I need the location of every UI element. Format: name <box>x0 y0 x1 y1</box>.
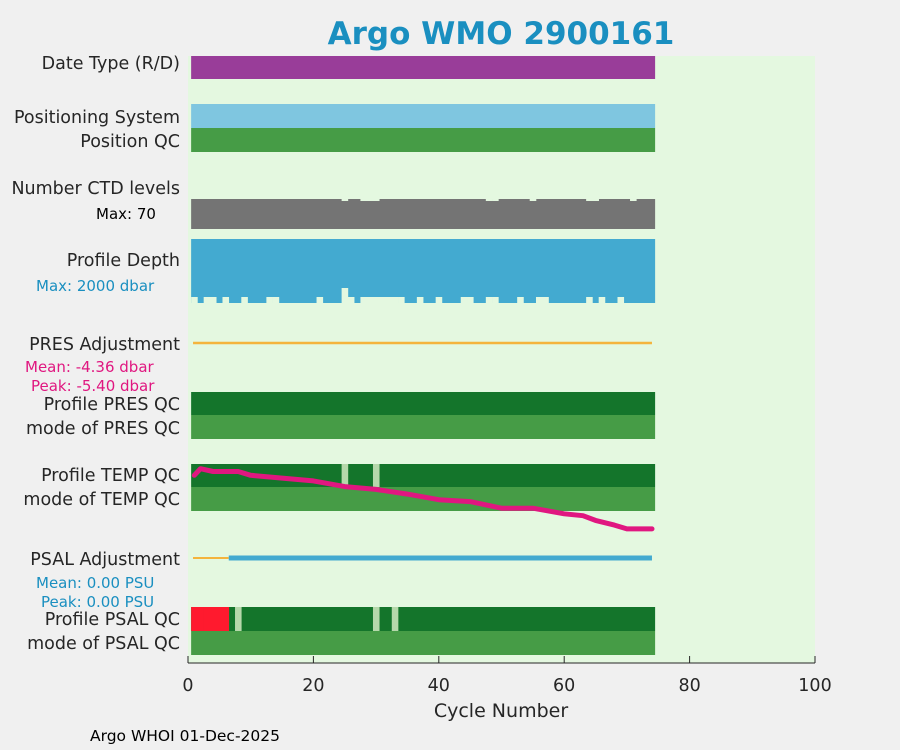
x-axis-label: Cycle Number <box>434 700 568 722</box>
depth-shallow-cycle-26 <box>347 297 355 303</box>
depth-shallow-cycle-3 <box>203 297 211 303</box>
x-tick-label-40: 40 <box>428 676 450 696</box>
temp-trend-line <box>191 466 655 532</box>
label-psal-adjustment: PSAL Adjustment <box>30 550 180 570</box>
psal-qc-f-cycle-1 <box>191 607 198 631</box>
psal-qc-f-cycle-3 <box>203 607 211 631</box>
depth-shallow-cycle-48 <box>485 297 493 303</box>
ctd-levels-gap-cycle-48 <box>485 199 493 201</box>
depth-shallow-cycle-56 <box>535 297 543 303</box>
ctd-levels-gap-cycle-30 <box>372 199 380 201</box>
depth-shallow-cycle-53 <box>517 297 524 303</box>
bar-date-type <box>191 56 656 79</box>
label-mode-psal-qc: mode of PSAL QC <box>27 634 180 654</box>
depth-shallow-cycle-64 <box>586 297 593 303</box>
depth-shallow-cycle-30 <box>372 297 380 303</box>
ctd-levels-gap-cycle-28 <box>360 199 367 201</box>
depth-shallow-cycle-28 <box>360 297 367 303</box>
ctd-levels-gap-cycle-25 <box>341 199 349 201</box>
x-tick-label-80: 80 <box>678 676 700 696</box>
temp-qc-b-cycle-30 <box>372 464 380 487</box>
depth-shallow-cycle-34 <box>398 297 405 303</box>
depth-shallow-cycle-69 <box>617 297 625 303</box>
ctd-levels-gap-cycle-64 <box>586 199 593 201</box>
depth-shallow-cycle-37 <box>416 297 424 303</box>
note-psal-peak: Peak: 0.00 PSU <box>41 593 154 611</box>
depth-shallow-cycle-25 <box>341 297 349 303</box>
note-depth-max: Max: 2000 dbar <box>36 277 155 295</box>
x-tick-label-0: 0 <box>182 676 193 696</box>
ctd-levels-gap-cycle-71 <box>630 199 637 201</box>
label-profile-temp-qc: Profile TEMP QC <box>41 466 180 486</box>
label-profile-depth: Profile Depth <box>67 251 180 271</box>
plot-area <box>188 56 815 663</box>
bar-position-qc <box>191 128 656 152</box>
label-mode-temp-qc: mode of TEMP QC <box>23 490 180 510</box>
depth-shallow-cycle-32 <box>385 297 393 303</box>
label-positioning-system: Positioning System <box>14 108 180 128</box>
psal-qc-f-cycle-5 <box>216 607 223 631</box>
depth-shallow-cycle-1 <box>191 297 198 303</box>
depth-shallow-cycle-44 <box>460 297 468 303</box>
chart-title: Argo WMO 2900161 <box>328 16 675 52</box>
temp-qc-b-cycle-25 <box>341 464 349 487</box>
depth-shallow-cycle-14 <box>272 297 280 303</box>
depth-shallow-cycle-66 <box>598 297 606 303</box>
ctd-levels-gap-cycle-29 <box>366 199 374 201</box>
bar-positioning-system <box>191 104 656 128</box>
bar-ctd-levels <box>191 199 656 229</box>
note-psal-mean: Mean: 0.00 PSU <box>36 574 154 592</box>
ctd-levels-gap-cycle-49 <box>492 199 499 201</box>
psal-qc-b-cycle-30 <box>372 607 380 631</box>
x-ticks: 0 20 40 60 80 100 <box>182 656 832 696</box>
depth-shallow-cycle-13 <box>266 297 273 303</box>
depth-shallow-cycle-21 <box>316 297 324 303</box>
bar-profile-depth <box>191 239 656 303</box>
lines-layer <box>191 341 655 561</box>
x-tick-label-60: 60 <box>553 676 575 696</box>
psal-qc-f-cycle-4 <box>209 607 217 631</box>
ctd-levels-gap-cycle-65 <box>592 199 599 201</box>
bar-mode-psal-qc <box>191 631 656 655</box>
depth-shallow-cycle-57 <box>542 297 549 303</box>
depth-shallow-cycle-31 <box>379 297 386 303</box>
depth-shallow-cycle-4 <box>209 297 217 303</box>
bars-layer <box>191 56 656 655</box>
bar-profile-psal-qc <box>191 607 656 631</box>
psal-qc-b-cycle-8 <box>235 607 242 631</box>
depth-deep-cycle-25 <box>341 288 349 297</box>
label-profile-pres-qc: Profile PRES QC <box>44 395 180 415</box>
label-profile-psal-qc: Profile PSAL QC <box>45 610 180 630</box>
bar-profile-pres-qc <box>191 392 656 415</box>
depth-shallow-cycle-40 <box>435 297 443 303</box>
depth-shallow-cycle-49 <box>492 297 499 303</box>
x-tick-label-20: 20 <box>302 676 324 696</box>
label-number-ctd-levels: Number CTD levels <box>11 179 180 199</box>
psal-qc-b-cycle-33 <box>391 607 399 631</box>
bar-mode-pres-qc <box>191 415 656 439</box>
footer-credit: Argo WHOI 01-Dec-2025 <box>90 727 280 745</box>
depth-shallow-cycle-33 <box>391 297 399 303</box>
ctd-levels-gap-cycle-55 <box>529 199 537 201</box>
depth-shallow-cycle-6 <box>222 297 230 303</box>
note-pres-peak: Peak: -5.40 dbar <box>31 377 155 395</box>
label-mode-pres-qc: mode of PRES QC <box>26 419 180 439</box>
x-tick-label-100: 100 <box>798 676 831 696</box>
psal-qc-f-cycle-2 <box>197 607 204 631</box>
note-pres-mean: Mean: -4.36 dbar <box>25 358 155 376</box>
label-pres-adjustment: PRES Adjustment <box>29 335 180 355</box>
label-date-type: Date Type (R/D) <box>42 54 180 74</box>
label-position-qc: Position QC <box>80 132 180 152</box>
depth-shallow-cycle-29 <box>366 297 374 303</box>
depth-shallow-cycle-45 <box>467 297 474 303</box>
depth-shallow-cycle-9 <box>241 297 248 303</box>
psal-qc-f-cycle-6 <box>222 607 230 631</box>
note-ctd-max: Max: 70 <box>96 205 156 223</box>
